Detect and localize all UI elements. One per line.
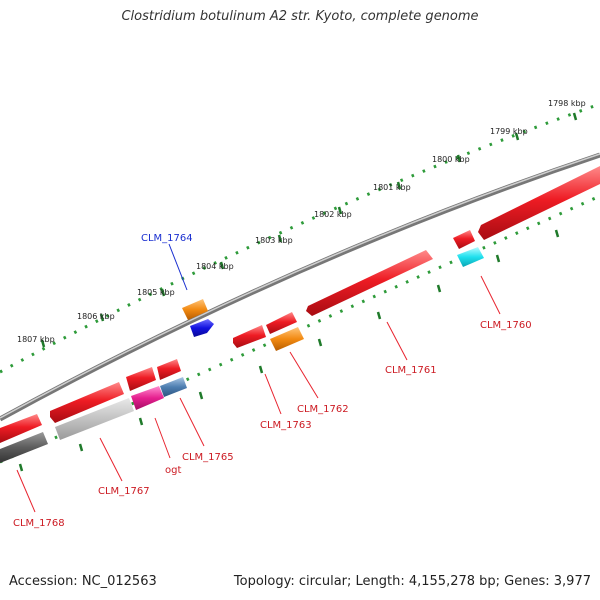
feature-orange-block-2[interactable] — [270, 327, 304, 351]
tick-mark — [396, 181, 402, 190]
tick-mark — [337, 206, 343, 215]
genome-summary-label: Topology: circular; Length: 4,155,278 bp… — [233, 574, 591, 589]
kbp-label: 1802 kbp — [314, 210, 352, 219]
leader-line-clm1762 — [289, 351, 319, 399]
kbp-label: 1806 kbp — [77, 312, 115, 321]
leader-line-clm1765 — [179, 397, 205, 447]
feature-orange-block[interactable] — [182, 299, 208, 320]
gene-arrow-small-right[interactable] — [453, 230, 475, 249]
kbp-label: 1804 kbp — [196, 262, 234, 271]
kbp-label: 1798 kbp — [548, 99, 586, 108]
gene-label[interactable]: CLM_1765 — [182, 452, 234, 463]
feature-steelblue-block[interactable] — [160, 377, 187, 397]
genome-backbone-highlight — [0, 153, 600, 419]
map-title: Clostridium botulinum A2 str. Kyoto, com… — [121, 9, 479, 24]
outer-major-ticks — [40, 112, 578, 348]
gene-label[interactable]: CLM_1767 — [98, 486, 150, 497]
tick-mark — [99, 313, 105, 322]
gene-label[interactable]: CLM_1763 — [260, 420, 312, 431]
gene-label[interactable]: CLM_1760 — [480, 320, 532, 331]
tick-mark — [317, 338, 323, 347]
kbp-label: 1807 kbp — [17, 335, 55, 344]
feature-lightgray-block[interactable] — [55, 398, 134, 440]
forward-strand-genes — [182, 299, 214, 337]
inner-major-ticks — [18, 229, 560, 472]
gene-arrow-large-right[interactable] — [478, 166, 600, 240]
feature-cyan-block[interactable] — [457, 247, 484, 267]
genome-backbone — [0, 152, 600, 422]
leader-line-clm1767 — [99, 437, 123, 482]
kbp-label: 1799 kbp — [490, 127, 528, 136]
gene-labels: CLM_1764 CLM_1760 CLM_1761 CLM_1762 CLM_… — [13, 233, 532, 529]
gene-arrow-ogt-a[interactable] — [126, 367, 156, 391]
tick-mark — [495, 254, 501, 263]
gene-arrow-clm1768[interactable] — [0, 414, 42, 443]
feature-darkgray-block[interactable] — [0, 432, 48, 463]
kbp-labels: 1798 kbp 1799 kbp 1800 kbp 1801 kbp 1802… — [17, 99, 586, 344]
tick-mark — [514, 132, 520, 141]
gene-arrow-clm1767[interactable] — [50, 382, 124, 423]
gene-arrow-clm1763[interactable] — [233, 325, 266, 348]
tick-mark — [456, 154, 462, 163]
gene-clm1764-block[interactable] — [190, 319, 214, 337]
gene-label[interactable]: CLM_1762 — [297, 404, 349, 415]
kbp-label: 1801 kbp — [373, 183, 411, 192]
accession-label: Accession: NC_012563 — [9, 574, 157, 589]
feature-blocks — [0, 247, 484, 463]
reverse-strand-genes — [0, 166, 600, 443]
leader-line-clm1761 — [386, 321, 408, 361]
tick-mark — [572, 112, 578, 121]
tick-mark — [554, 229, 560, 238]
gene-label[interactable]: CLM_1764 — [141, 233, 193, 244]
tick-mark — [277, 234, 283, 243]
tick-mark — [18, 463, 24, 472]
gene-arrow-clm1765-a[interactable] — [157, 359, 181, 380]
feature-magenta-block[interactable] — [131, 386, 164, 410]
gene-label[interactable]: CLM_1768 — [13, 518, 65, 529]
tick-mark — [219, 261, 225, 270]
leader-line-clm1760 — [480, 275, 501, 315]
tick-mark — [376, 311, 382, 320]
leader-line-clm1764 — [168, 243, 188, 291]
tick-mark — [198, 391, 204, 400]
tick-mark — [258, 365, 264, 374]
leader-line-clm1768 — [16, 469, 36, 513]
kbp-label: 1800 kbp — [432, 155, 470, 164]
gene-label[interactable]: CLM_1761 — [385, 365, 437, 376]
leader-line-clm1763 — [264, 373, 282, 415]
kbp-label: 1805 kbp — [137, 288, 175, 297]
tick-mark — [160, 288, 166, 297]
leader-lines — [16, 243, 501, 513]
tick-mark — [78, 443, 84, 452]
kbp-label: 1803 kbp — [255, 236, 293, 245]
tick-mark — [40, 339, 46, 348]
tick-mark — [436, 284, 442, 293]
tick-mark — [138, 417, 144, 426]
gene-arrow-clm1761[interactable] — [306, 250, 433, 316]
gene-arrow-clm1762[interactable] — [266, 312, 297, 334]
leader-line-ogt — [154, 417, 171, 459]
gene-label[interactable]: ogt — [165, 465, 181, 476]
